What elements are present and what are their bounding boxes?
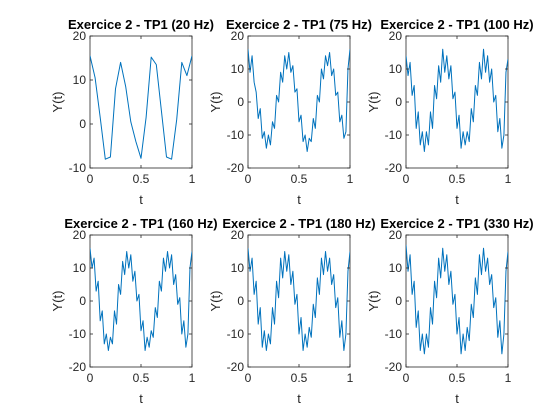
x-axis-label: t [455, 391, 459, 406]
x-tick-label: 1 [505, 371, 512, 385]
y-tick-label: 10 [389, 62, 403, 76]
x-tick-label: 0 [245, 371, 252, 385]
series-line [248, 49, 350, 152]
y-axis-label: Y(t) [366, 92, 381, 113]
y-tick-label: 20 [389, 29, 403, 43]
y-tick-label: 0 [237, 294, 244, 308]
subplot-2: 0 0.5 1 -20 -10 0 10 20 t Y(t) Exercice 2 - TP1 (7… [208, 17, 372, 207]
series-line [248, 248, 350, 351]
y-axis-label: Y(t) [208, 291, 223, 312]
x-tick-label: 0.5 [449, 371, 466, 385]
x-tick-label: 0 [245, 172, 252, 186]
x-tick-label: 0 [403, 172, 410, 186]
chart-title: Exercice 2 - TP1 (20 Hz) [68, 17, 214, 32]
subplot-3: 0 0.5 1 -20 -10 0 10 20 t Y(t) Exercice 2 - TP1 (1… [366, 17, 534, 207]
y-tick-label: 20 [231, 228, 245, 242]
x-tick-label: 1 [347, 371, 354, 385]
y-axis-label: Y(t) [50, 291, 65, 312]
chart-title: Exercice 2 - TP1 (160 Hz) [64, 216, 217, 231]
x-tick-label: 0.5 [133, 371, 150, 385]
chart-title: Exercice 2 - TP1 (100 Hz) [380, 17, 533, 32]
y-tick-label: -10 [385, 128, 403, 142]
y-tick-label: 20 [73, 29, 87, 43]
y-tick-label: 10 [389, 261, 403, 275]
y-tick-label: -10 [69, 161, 87, 175]
plot-area [247, 35, 351, 169]
x-axis-label: t [297, 192, 301, 207]
y-tick-label: -20 [385, 360, 403, 374]
x-tick-label: 1 [347, 172, 354, 186]
plot-area [89, 35, 193, 169]
y-tick-label: -10 [385, 327, 403, 341]
x-tick-label: 0.5 [291, 371, 308, 385]
y-tick-label: 10 [73, 261, 87, 275]
x-axis-label: t [139, 391, 143, 406]
y-tick-label: -10 [69, 327, 87, 341]
plot-area [405, 234, 509, 368]
x-axis-label: t [139, 192, 143, 207]
series-line [90, 55, 192, 160]
y-tick-label: -10 [227, 128, 245, 142]
series-line [406, 48, 508, 152]
y-tick-label: 10 [231, 62, 245, 76]
y-tick-label: 0 [395, 95, 402, 109]
y-axis-label: Y(t) [208, 92, 223, 113]
subplot-5: 0 0.5 1 -20 -10 0 10 20 t Y(t) Exercice 2 - TP1 (1… [208, 216, 376, 406]
x-tick-label: 0 [87, 172, 94, 186]
x-tick-label: 0 [403, 371, 410, 385]
y-tick-label: 20 [389, 228, 403, 242]
y-tick-label: -10 [227, 327, 245, 341]
y-tick-label: 0 [79, 294, 86, 308]
series-line [406, 244, 508, 355]
y-tick-label: 0 [395, 294, 402, 308]
chart-title: Exercice 2 - TP1 (330 Hz) [380, 216, 533, 231]
y-tick-label: -20 [69, 360, 87, 374]
x-tick-label: 1 [189, 172, 196, 186]
x-tick-label: 0 [87, 371, 94, 385]
x-tick-label: 0.5 [449, 172, 466, 186]
series-line [90, 248, 192, 351]
x-tick-label: 1 [505, 172, 512, 186]
x-tick-label: 1 [189, 371, 196, 385]
y-axis-label: Y(t) [366, 291, 381, 312]
subplot-4: 0 0.5 1 -20 -10 0 10 20 t Y(t) Exercice 2 - TP1 (1… [50, 216, 218, 406]
y-tick-label: 10 [73, 73, 87, 87]
plot-area [247, 234, 351, 368]
y-tick-label: 20 [73, 228, 87, 242]
x-tick-label: 0.5 [291, 172, 308, 186]
plot-area [89, 234, 193, 368]
x-axis-label: t [297, 391, 301, 406]
chart-title: Exercice 2 - TP1 (75 Hz) [226, 17, 372, 32]
plot-area [405, 35, 509, 169]
y-tick-label: -20 [227, 360, 245, 374]
subplot-6: 0 0.5 1 -20 -10 0 10 20 t Y(t) Exercice 2 - TP1 (3… [366, 216, 534, 406]
chart-title: Exercice 2 - TP1 (180 Hz) [222, 216, 375, 231]
y-tick-label: 10 [231, 261, 245, 275]
x-axis-label: t [455, 192, 459, 207]
y-tick-label: 20 [231, 29, 245, 43]
y-tick-label: 0 [79, 117, 86, 131]
y-tick-label: -20 [227, 161, 245, 175]
y-axis-label: Y(t) [50, 92, 65, 113]
x-tick-label: 0.5 [133, 172, 150, 186]
y-tick-label: 0 [237, 95, 244, 109]
y-tick-label: -20 [385, 161, 403, 175]
